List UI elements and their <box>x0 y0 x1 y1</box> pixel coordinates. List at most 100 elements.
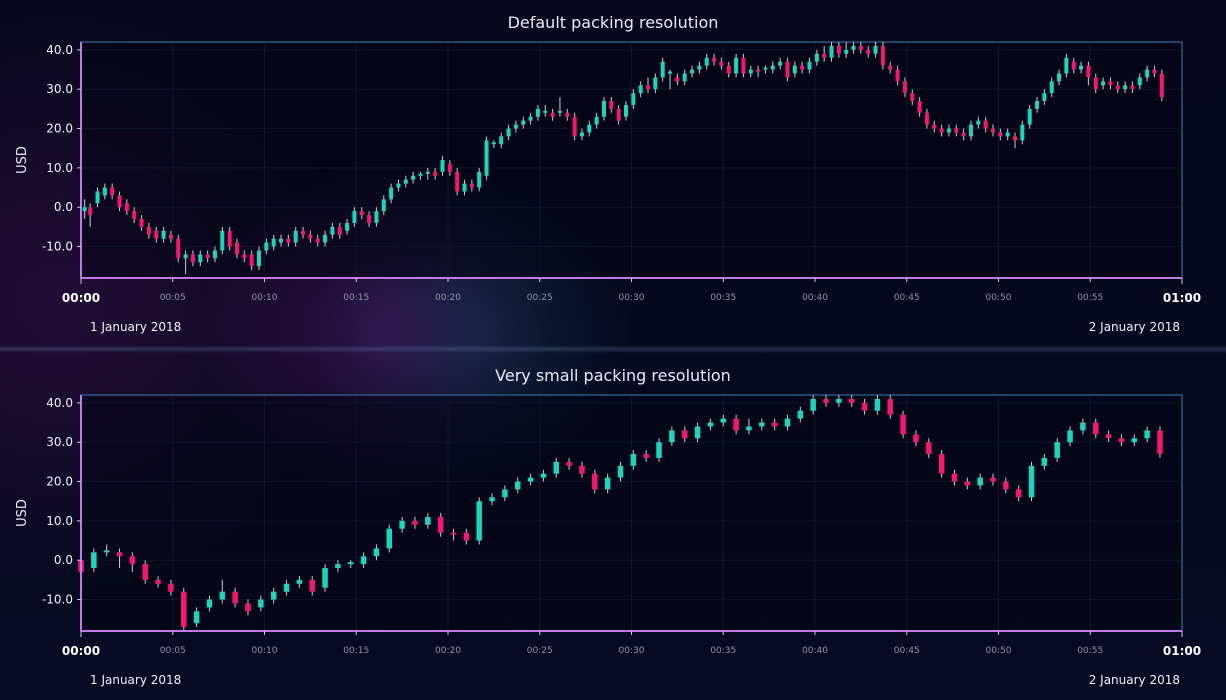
candle[interactable] <box>381 195 386 216</box>
candle[interactable] <box>82 199 87 219</box>
candle[interactable] <box>1086 61 1091 86</box>
candle[interactable] <box>579 461 585 478</box>
candle[interactable] <box>836 42 841 58</box>
candle[interactable] <box>785 57 790 82</box>
candle[interactable] <box>220 226 225 255</box>
candle[interactable] <box>697 61 702 74</box>
candle[interactable] <box>902 77 907 98</box>
candle[interactable] <box>418 171 423 180</box>
candle[interactable] <box>976 116 981 129</box>
candle[interactable] <box>748 65 753 78</box>
candle[interactable] <box>704 53 709 70</box>
candle[interactable] <box>146 222 151 239</box>
candle[interactable] <box>367 211 372 227</box>
candle[interactable] <box>797 406 804 423</box>
candle[interactable] <box>168 230 173 243</box>
candle[interactable] <box>489 493 495 506</box>
candle[interactable] <box>653 73 658 94</box>
candle[interactable] <box>579 128 584 141</box>
candle[interactable] <box>1015 485 1022 502</box>
candle[interactable] <box>242 250 247 263</box>
candle[interactable] <box>720 414 727 427</box>
candle[interactable] <box>1152 65 1157 78</box>
candle[interactable] <box>95 187 100 208</box>
candle[interactable] <box>433 167 438 180</box>
candle[interactable] <box>1080 418 1086 435</box>
candle[interactable] <box>181 587 187 631</box>
candle[interactable] <box>681 426 688 443</box>
candle[interactable] <box>198 250 203 267</box>
candle[interactable] <box>557 97 562 117</box>
candle[interactable] <box>155 575 161 588</box>
candle[interactable] <box>1027 104 1032 129</box>
candle[interactable] <box>836 395 842 407</box>
candle[interactable] <box>712 53 717 66</box>
candle[interactable] <box>822 45 827 62</box>
candle[interactable] <box>1123 81 1128 94</box>
candle[interactable] <box>514 477 521 494</box>
candle[interactable] <box>643 450 649 462</box>
candle[interactable] <box>308 230 313 243</box>
candle[interactable] <box>741 53 746 78</box>
candle[interactable] <box>759 418 765 431</box>
candle[interactable] <box>900 410 906 439</box>
candle[interactable] <box>1159 69 1164 101</box>
candle[interactable] <box>283 579 290 596</box>
candle[interactable] <box>190 250 195 267</box>
candle[interactable] <box>566 457 572 470</box>
candle[interactable] <box>814 49 819 66</box>
candle[interactable] <box>347 560 354 569</box>
candle[interactable] <box>1071 57 1076 74</box>
candle[interactable] <box>103 544 110 557</box>
candle[interactable] <box>374 207 379 227</box>
candle[interactable] <box>1108 77 1113 90</box>
candle[interactable] <box>258 595 264 612</box>
candle[interactable] <box>1042 89 1047 105</box>
candle[interactable] <box>763 65 768 74</box>
candle[interactable] <box>521 116 526 129</box>
candle[interactable] <box>961 128 966 141</box>
candle[interactable] <box>1105 430 1112 443</box>
candle[interactable] <box>296 575 303 588</box>
candle[interactable] <box>212 246 217 263</box>
candle[interactable] <box>139 215 144 231</box>
candle[interactable] <box>726 61 731 78</box>
candle[interactable] <box>124 199 129 216</box>
candle[interactable] <box>1131 434 1138 447</box>
candle[interactable] <box>1093 418 1099 439</box>
candle[interactable] <box>91 548 97 572</box>
candle[interactable] <box>895 65 900 86</box>
candle[interactable] <box>1137 73 1142 90</box>
candle[interactable] <box>565 108 570 121</box>
candle[interactable] <box>630 450 637 470</box>
candle[interactable] <box>913 430 919 447</box>
candle[interactable] <box>132 207 137 223</box>
candle[interactable] <box>675 73 680 86</box>
candle[interactable] <box>572 112 577 141</box>
candle[interactable] <box>293 226 298 247</box>
candles-layer[interactable] <box>82 42 1164 275</box>
candle[interactable] <box>873 42 878 58</box>
candle[interactable] <box>733 414 739 435</box>
candle[interactable] <box>469 179 474 192</box>
candle[interactable] <box>1079 61 1084 74</box>
candle[interactable] <box>205 250 210 263</box>
candle[interactable] <box>245 599 251 616</box>
candle[interactable] <box>463 528 470 545</box>
candle[interactable] <box>888 61 893 74</box>
candle[interactable] <box>594 112 599 129</box>
candle[interactable] <box>1054 438 1060 462</box>
candle[interactable] <box>1012 132 1018 149</box>
candle[interactable] <box>176 234 181 263</box>
candle[interactable] <box>609 97 614 113</box>
candle[interactable] <box>323 230 328 247</box>
candle[interactable] <box>1020 120 1025 145</box>
candle[interactable] <box>271 234 276 251</box>
candle[interactable] <box>756 65 761 78</box>
candle[interactable] <box>668 69 673 90</box>
candle[interactable] <box>386 524 393 553</box>
candle[interactable] <box>1157 426 1163 458</box>
candle[interactable] <box>851 42 856 54</box>
candle[interactable] <box>887 395 893 419</box>
candle[interactable] <box>810 395 816 415</box>
